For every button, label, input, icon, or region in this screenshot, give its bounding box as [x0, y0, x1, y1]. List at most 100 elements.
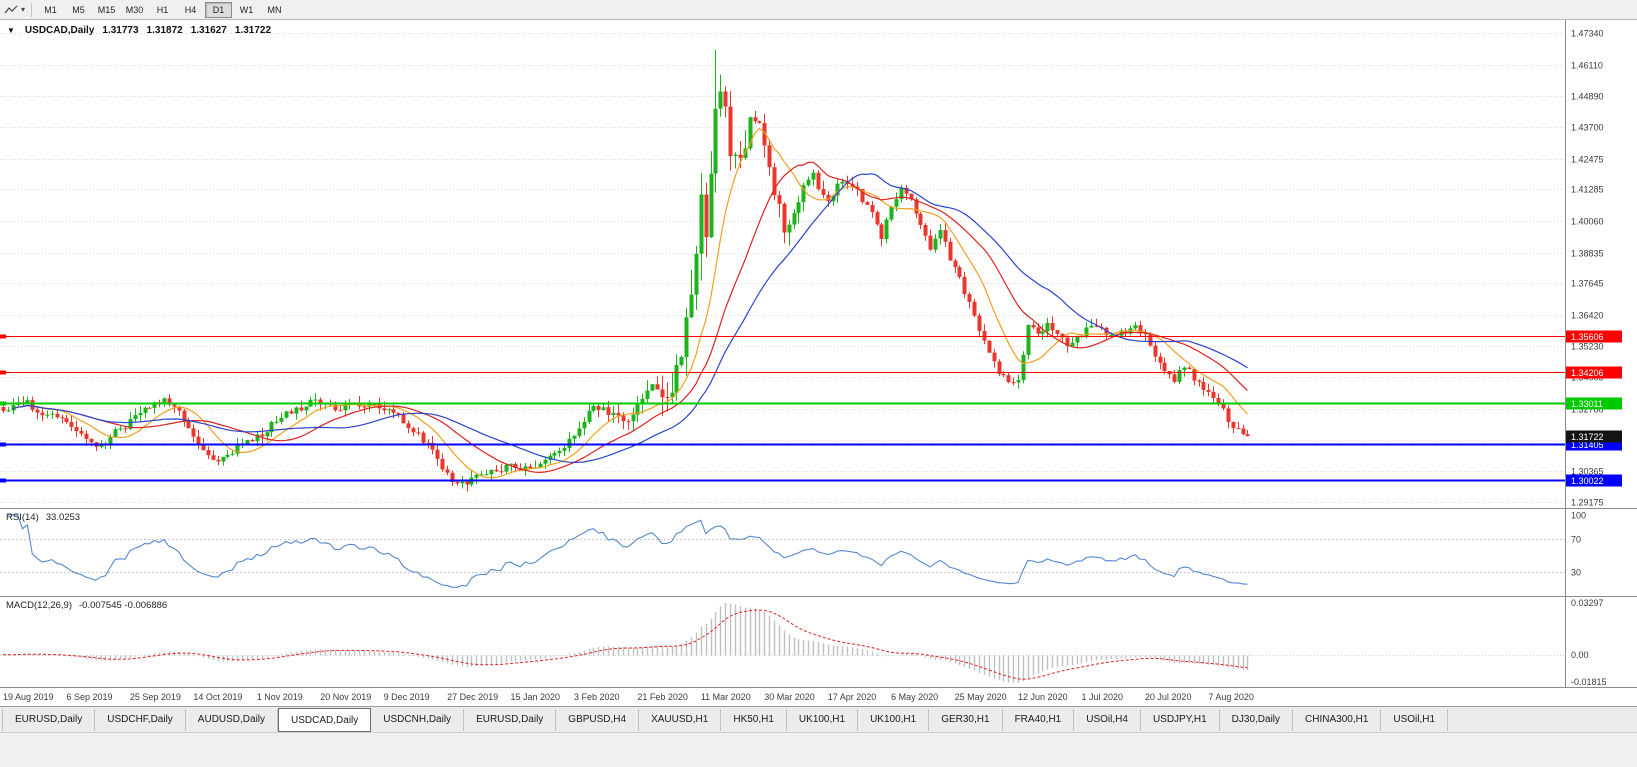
svg-text:30: 30 [1571, 568, 1581, 578]
moving-average-21 [12, 161, 1248, 474]
date-label: 6 May 2020 [891, 692, 939, 702]
timeframe-button-m1[interactable]: M1 [44, 4, 57, 15]
macd-pane[interactable]: 0.03297 0.00 -0.01815 MACD(12,26,9) -0.007… [0, 597, 1637, 688]
price-open: 1.31773 [102, 25, 139, 36]
svg-text:-0.01815: -0.01815 [1571, 677, 1607, 687]
macd-label: MACD(12,26,9) -0.007545 -0.006886 [6, 600, 167, 611]
svg-text:1.40060: 1.40060 [1571, 217, 1604, 227]
chart-tab-2-audusd-daily[interactable]: AUDUSD,Daily [186, 708, 279, 731]
toolbar-separator [31, 2, 33, 17]
svg-text:1.38835: 1.38835 [1571, 249, 1604, 259]
macd-signal-line [3, 609, 1248, 680]
rsi-line [7, 514, 1248, 588]
svg-text:1.35230: 1.35230 [1571, 342, 1604, 352]
rsi-value: 33.0253 [45, 512, 81, 523]
timeframe-button-m15[interactable]: M15 [97, 4, 116, 15]
chart-tab-9-uk100-h1[interactable]: UK100,H1 [787, 708, 859, 731]
chart-tab-4-usdcnh-daily[interactable]: USDCNH,Daily [371, 708, 465, 731]
date-label: 1 Jul 2020 [1081, 692, 1124, 702]
svg-text:1.47340: 1.47340 [1571, 29, 1604, 39]
chart-tab-3-usdcad-daily[interactable]: USDCAD,Daily [278, 707, 372, 732]
timeframe-button-h1[interactable]: H1 [156, 4, 169, 15]
chart-area: 1.47340 1.46110 1.44890 1.43700 1.42475 1.412… [0, 20, 1637, 706]
rsi-label: RSI(14) 33.0253 [6, 512, 80, 523]
chart-tab-8-hk50-h1[interactable]: HK50,H1 [721, 708, 787, 731]
date-label: 20 Jul 2020 [1144, 692, 1192, 702]
timeframe-buttons: M1 M5 M15 M30 H1 H4 D1 W1 MN [37, 1, 288, 18]
svg-text:0.03297: 0.03297 [1571, 598, 1604, 608]
svg-text:1.36420: 1.36420 [1571, 311, 1604, 321]
date-label: 1 Nov 2019 [256, 692, 303, 702]
macd-name: MACD(12,26,9) [6, 600, 72, 611]
date-label: 20 Nov 2019 [320, 692, 372, 702]
chart-tab-15-dj30-daily[interactable]: DJ30,Daily [1220, 708, 1294, 731]
timeframe-button-m30[interactable]: M30 [125, 4, 144, 15]
svg-text:1.44890: 1.44890 [1571, 92, 1604, 102]
chart-tab-0-eurusd-daily[interactable]: EURUSD,Daily [2, 708, 96, 731]
svg-text:1.33011: 1.33011 [1571, 399, 1603, 409]
moving-average-10 [12, 127, 1248, 479]
svg-text:1.29175: 1.29175 [1571, 498, 1604, 508]
timeframe-button-m5[interactable]: M5 [72, 4, 85, 15]
rsi-pane[interactable]: 100 70 30 RSI(14) 33.0253 [0, 509, 1637, 597]
main-chart-pane[interactable]: 1.47340 1.46110 1.44890 1.43700 1.42475 1.412… [0, 20, 1637, 509]
price-tag-1.34206 [1566, 366, 1622, 379]
chart-type-icon[interactable] [4, 4, 19, 16]
macd-histogram [2, 603, 1249, 683]
date-label: 9 Dec 2019 [383, 692, 430, 702]
svg-text:0.00: 0.00 [1571, 650, 1589, 660]
chart-tab-5-eurusd-daily[interactable]: EURUSD,Daily [464, 708, 557, 731]
timeframe-button-d1[interactable]: D1 [205, 1, 233, 18]
rsi-name: RSI(14) [6, 512, 39, 523]
ohlc-dropdown-icon[interactable]: ▼ [7, 26, 15, 35]
chart-symbol-label: ▼ USDCAD,Daily 1.31773 1.31872 1.31627 1… [7, 25, 271, 36]
chart-tab-10-uk100-h1[interactable]: UK100,H1 [858, 708, 930, 731]
svg-text:1.42475: 1.42475 [1571, 155, 1604, 165]
chart-tab-13-usoil-h4[interactable]: USOil,H4 [1074, 708, 1141, 731]
date-label: 17 Apr 2020 [827, 692, 877, 702]
chart-tab-1-usdchf-daily[interactable]: USDCHF,Daily [95, 708, 186, 731]
macd-canvas[interactable]: 0.03297 0.00 -0.01815 [0, 597, 1637, 688]
date-label: 7 Aug 2020 [1208, 692, 1254, 702]
rsi-canvas[interactable]: 100 70 30 [0, 509, 1637, 597]
timeframe-button-w1[interactable]: W1 [239, 4, 254, 15]
svg-text:70: 70 [1571, 535, 1581, 545]
svg-text:1.35606: 1.35606 [1571, 332, 1604, 342]
svg-text:1.30365: 1.30365 [1571, 467, 1604, 477]
price-high: 1.31872 [146, 25, 183, 36]
date-label: 30 Mar 2020 [764, 692, 815, 702]
date-axis[interactable]: 19 Aug 2019 6 Sep 2019 25 Sep 2019 14 Oct 2… [0, 688, 1637, 706]
status-bar [0, 732, 1637, 767]
moving-average-34 [12, 173, 1248, 464]
date-label: 6 Sep 2019 [66, 692, 113, 702]
chart-tab-6-gbpusd-h4[interactable]: GBPUSD,H4 [556, 708, 640, 731]
svg-text:1.34206: 1.34206 [1571, 368, 1604, 378]
main-chart-canvas[interactable]: 1.47340 1.46110 1.44890 1.43700 1.42475 1.412… [0, 20, 1637, 509]
chart-tab-14-usdjpy-h1[interactable]: USDJPY,H1 [1141, 708, 1220, 731]
chart-tab-16-china300-h1[interactable]: CHINA300,H1 [1293, 708, 1382, 731]
date-label: 19 Aug 2019 [3, 692, 54, 702]
date-label: 25 Sep 2019 [129, 692, 181, 702]
date-label: 14 Oct 2019 [193, 692, 243, 702]
price-low: 1.31627 [190, 25, 227, 36]
date-label: 25 May 2020 [954, 692, 1007, 702]
svg-text:1.41285: 1.41285 [1571, 185, 1604, 195]
price-close: 1.31722 [234, 25, 272, 36]
timeframe-button-mn[interactable]: MN [267, 4, 282, 15]
date-label: 27 Dec 2019 [447, 692, 499, 702]
chart-tab-12-fra40-h1[interactable]: FRA40,H1 [1003, 708, 1075, 731]
timeframe-button-h4[interactable]: H4 [184, 4, 197, 15]
chart-tab-11-ger30-h1[interactable]: GER30,H1 [929, 708, 1003, 731]
chart-tab-17-usoil-h1[interactable]: USOil,H1 [1381, 708, 1449, 731]
chart-tab-7-xauusd-h1[interactable]: XAUUSD,H1 [639, 708, 722, 731]
svg-text:1.30022: 1.30022 [1571, 476, 1604, 486]
svg-text:1.31722: 1.31722 [1571, 432, 1604, 442]
price-tag-1.35606 [1566, 330, 1622, 343]
timeframe-toolbar: ▾ M1 M5 M15 M30 H1 H4 D1 W1 MN [0, 0, 1637, 20]
svg-text:1.31405: 1.31405 [1571, 440, 1604, 450]
candles[interactable] [1, 50, 1250, 492]
macd-values: -0.007545 -0.006886 [79, 600, 168, 611]
chart-type-dropdown-icon[interactable]: ▾ [21, 5, 26, 14]
chart-tab-bar: EURUSD,Daily USDCHF,Daily AUDUSD,Daily USDC… [0, 706, 1637, 732]
